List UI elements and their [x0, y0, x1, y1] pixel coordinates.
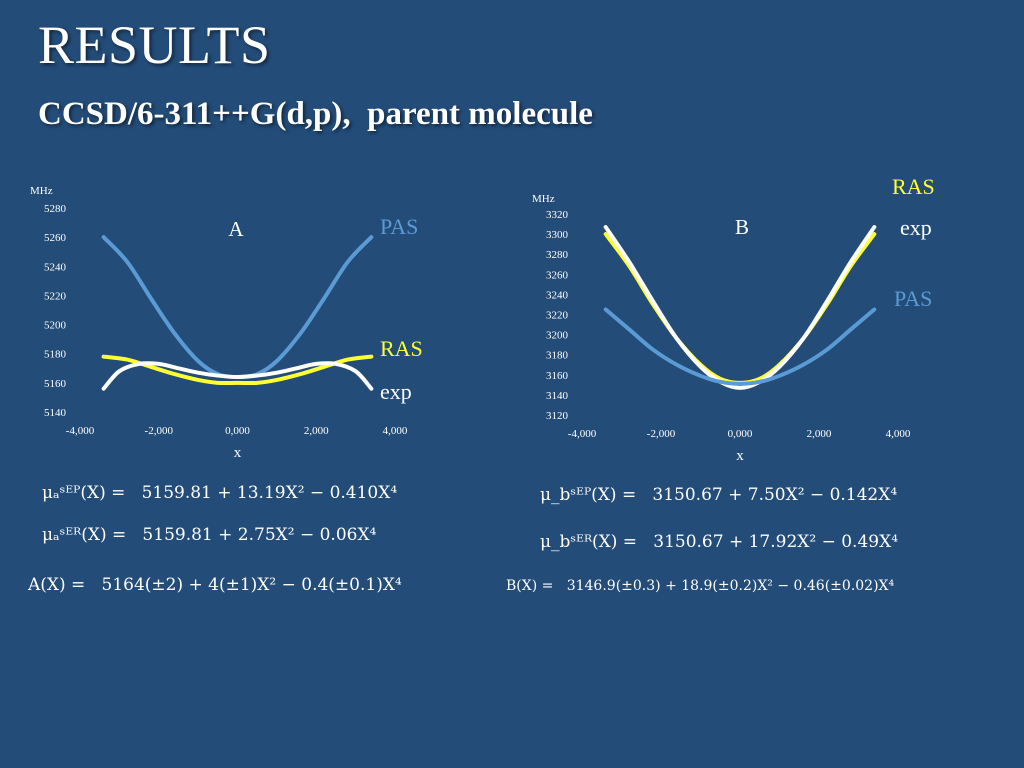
y-axis-label: MHz	[532, 193, 555, 205]
panel-label: A	[228, 217, 244, 241]
x-tick-label: -2,000	[145, 425, 174, 437]
x-axis-label: x	[736, 448, 744, 464]
x-axis-label: x	[234, 445, 242, 461]
y-tick-label: 5180	[44, 349, 67, 361]
x-tick-label: 4,000	[886, 428, 911, 440]
equation-b-fit: B(X) = 3146.9(±0.3) + 18.9(±0.2)X² − 0.4…	[506, 578, 895, 594]
x-tick-label: -4,000	[66, 425, 95, 437]
series-line-pas	[603, 307, 877, 386]
x-tick-label: 0,000	[728, 428, 753, 440]
legend-label-exp: exp	[380, 379, 412, 404]
y-tick-label: 3220	[546, 310, 569, 322]
series-line-exp	[603, 225, 877, 390]
series-line-exp	[101, 361, 374, 391]
y-tick-label: 5280	[44, 203, 67, 215]
equation-mu-a-ser: μₐˢᴱᴿ(X) = 5159.81 + 2.75X² − 0.06X⁴	[42, 525, 377, 545]
y-tick-label: 3280	[546, 249, 569, 261]
legend-label-pas: PAS	[894, 286, 932, 311]
series-line-ras	[101, 354, 374, 386]
slide-title: RESULTS	[38, 15, 271, 75]
y-tick-label: 3180	[546, 350, 569, 362]
equation-mu-b-ser: μ_bˢᴱᴿ(X) = 3150.67 + 17.92X² − 0.49X⁴	[540, 532, 899, 552]
x-tick-label: 2,000	[807, 428, 832, 440]
y-tick-label: 3200	[546, 330, 569, 342]
y-tick-label: 3240	[546, 289, 569, 301]
legend-label-exp: exp	[900, 215, 932, 240]
equation-mu-b-sep: μ_bˢᴱᴾ(X) = 3150.67 + 7.50X² − 0.142X⁴	[540, 485, 898, 505]
y-tick-label: 3160	[546, 370, 569, 382]
y-tick-label: 5240	[44, 261, 67, 273]
equation-a-fit: A(X) = 5164(±2) + 4(±1)X² − 0.4(±0.1)X⁴	[28, 575, 402, 595]
x-tick-label: -2,000	[647, 428, 676, 440]
panel-label: B	[735, 215, 749, 239]
y-axis-label: MHz	[30, 185, 53, 197]
y-tick-label: 5160	[44, 378, 67, 390]
legend-label-pas: PAS	[380, 214, 418, 239]
x-tick-label: 2,000	[304, 425, 329, 437]
slide-subtitle: CCSD/6-311++G(d,p), parent molecule	[38, 96, 593, 132]
legend-label-ras: RAS	[380, 336, 423, 361]
equation-mu-a-sep: μₐˢᴱᴾ(X) = 5159.81 + 13.19X² − 0.410X⁴	[42, 483, 398, 503]
y-tick-label: 3120	[546, 410, 569, 422]
x-tick-label: 4,000	[383, 425, 408, 437]
y-tick-label: 5260	[44, 232, 67, 244]
y-tick-label: 5220	[44, 290, 67, 302]
y-tick-label: 3300	[546, 229, 569, 241]
y-tick-label: 5140	[44, 407, 67, 419]
series-line-pas	[101, 235, 374, 380]
y-tick-label: 3140	[546, 390, 569, 402]
legend-label-ras: RAS	[892, 174, 935, 199]
y-tick-label: 5200	[44, 320, 67, 332]
y-tick-label: 3260	[546, 269, 569, 281]
x-tick-label: 0,000	[225, 425, 250, 437]
series-line-ras	[603, 232, 877, 385]
y-tick-label: 3320	[546, 209, 569, 221]
x-tick-label: -4,000	[568, 428, 597, 440]
